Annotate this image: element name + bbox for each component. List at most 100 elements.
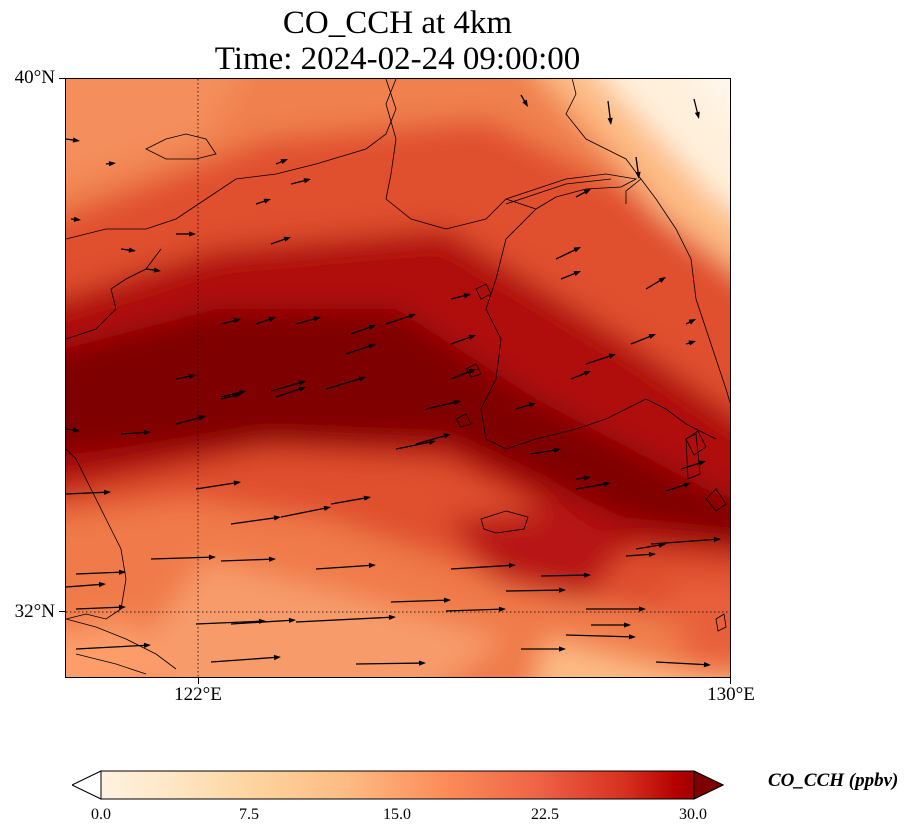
colorbar-tick-2: 15.0: [383, 806, 411, 823]
wind-arrowhead: [143, 429, 151, 436]
wind-arrowhead: [280, 159, 288, 165]
wind-arrow: [210, 656, 278, 663]
wind-arrow: [665, 483, 688, 492]
wind-arrow: [75, 571, 123, 575]
wind-arrowhead: [443, 433, 451, 439]
wind-arrowhead: [323, 505, 331, 511]
wind-arrowhead: [558, 587, 566, 593]
wind-arrow: [415, 434, 448, 445]
wind-arrowhead: [283, 236, 291, 242]
wind-arrow: [315, 564, 373, 570]
wind-arrowhead: [263, 198, 271, 204]
wind-arrowhead: [368, 324, 376, 330]
wind-arrowhead: [118, 569, 126, 575]
wind-arrowhead: [583, 189, 591, 195]
wind-arrowhead: [559, 646, 566, 652]
wind-arrow: [75, 606, 123, 610]
wind-arrow: [625, 553, 653, 557]
wind-arrow: [680, 461, 703, 470]
wind-arrow: [66, 583, 103, 588]
lat-tick-40n: 40°N: [14, 67, 55, 88]
wind-arrow: [120, 431, 148, 435]
wind-arrowhead: [198, 415, 206, 421]
wind-arrowhead: [688, 340, 696, 346]
wind-arrowhead: [694, 111, 700, 119]
wind-arrowhead: [688, 319, 696, 325]
wind-arrowhead: [233, 318, 241, 324]
wind-vectors: [66, 94, 721, 668]
wind-arrowhead: [508, 562, 516, 569]
wind-arrowhead: [573, 271, 581, 277]
wind-arrow: [150, 556, 213, 560]
lon-tickmark-122e: [198, 678, 199, 684]
wind-arrow: [385, 314, 413, 325]
lat-tickmark-32n: [59, 611, 65, 612]
wind-arrowhead: [648, 334, 656, 340]
map-title: CO_CCH at 4km: [282, 5, 513, 41]
wind-arrowhead: [583, 475, 591, 481]
wind-arrow: [425, 401, 458, 410]
wind-arrowhead: [258, 618, 266, 624]
wind-arrow: [295, 616, 393, 623]
wind-arrow: [355, 662, 423, 665]
wind-arrowhead: [628, 634, 636, 640]
wind-arrow: [650, 538, 718, 545]
wind-arrow: [195, 620, 263, 625]
wind-arrowhead: [189, 231, 196, 237]
wind-arrow: [575, 483, 608, 490]
wind-arrow: [445, 608, 503, 612]
wind-arrowhead: [573, 247, 581, 253]
wind-arrowhead: [583, 371, 591, 377]
wind-arrow: [395, 441, 433, 450]
wind-arrowhead: [418, 660, 426, 666]
wind-arrow: [345, 344, 373, 355]
wind-arrow: [275, 387, 303, 398]
wind-arrowhead: [522, 99, 528, 107]
wind-arrow: [230, 516, 278, 525]
wind-arrowhead: [143, 642, 151, 648]
wind-arrowhead: [313, 316, 321, 322]
wind-arrow: [195, 481, 238, 490]
wind-arrow: [450, 564, 513, 570]
wind-arrow: [330, 497, 368, 505]
wind-arrow: [655, 661, 708, 666]
map-subtitle-time: Time: 2024-02-24 09:00:00: [214, 41, 581, 77]
colorbar: [72, 770, 724, 800]
wind-arrow: [505, 589, 563, 592]
colorbar-tick-3: 22.5: [531, 806, 559, 823]
wind-arrowhead: [698, 460, 706, 466]
lon-tick-122e: 122°E: [174, 684, 222, 705]
wind-arrowhead: [188, 373, 196, 379]
wind-arrow: [635, 544, 663, 550]
wind-arrow: [635, 156, 640, 176]
wind-arrowhead: [273, 515, 281, 521]
wind-arrowhead: [468, 369, 476, 375]
wind-arrowhead: [703, 662, 711, 668]
wind-arrowhead: [208, 554, 216, 560]
wind-arrow: [350, 325, 373, 335]
wind-arrowhead: [388, 614, 396, 620]
wind-arrowhead: [635, 171, 641, 179]
wind-arrow: [450, 369, 473, 380]
wind-arrowhead: [103, 489, 111, 495]
wind-arrowhead: [298, 386, 306, 392]
wind-arrowhead: [98, 581, 106, 588]
colorbar-label: CO_CCH (ppbv): [768, 770, 899, 791]
coastlines: [66, 79, 730, 675]
wind-arrowhead: [453, 400, 461, 406]
wind-arrow: [390, 599, 448, 603]
wind-arrowhead: [303, 178, 311, 184]
wind-arrow: [220, 391, 243, 398]
wind-arrowhead: [468, 334, 476, 340]
wind-arrow: [75, 644, 148, 650]
wind-arrowhead: [233, 393, 241, 399]
wind-arrow: [630, 334, 653, 345]
wind-arrow: [565, 634, 633, 638]
wind-arrowhead: [268, 316, 276, 322]
wind-arrowhead: [233, 480, 241, 486]
wind-arrowhead: [583, 572, 591, 578]
lon-tick-130e: 130°E: [707, 684, 755, 705]
map-panel: [65, 78, 731, 678]
wind-arrowhead: [608, 353, 616, 359]
wind-arrow: [280, 507, 328, 518]
